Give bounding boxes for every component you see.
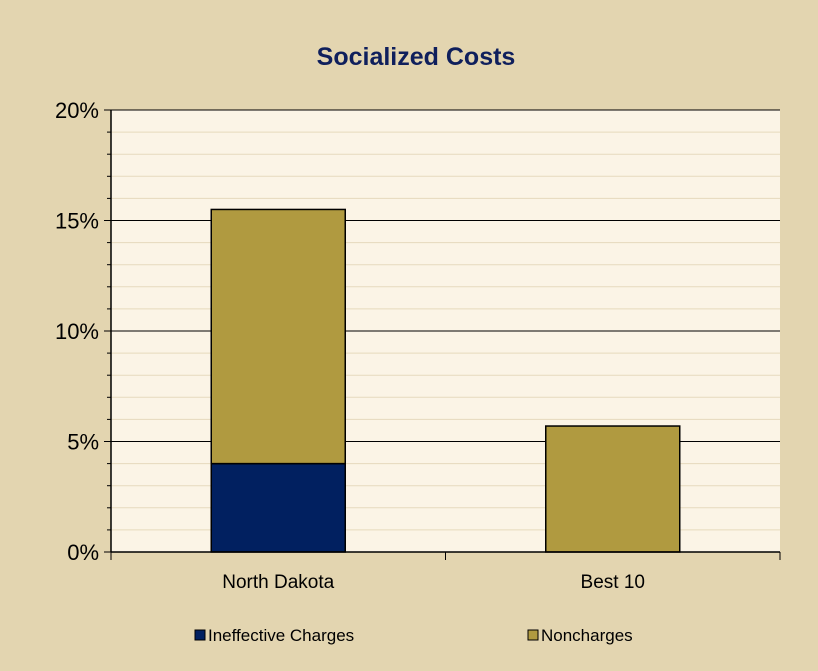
legend-swatch xyxy=(527,629,539,641)
y-tick-label: 5% xyxy=(67,430,99,455)
y-tick-label: 10% xyxy=(55,319,99,344)
y-tick-label: 20% xyxy=(55,98,99,123)
bar-noncharges-best-10 xyxy=(545,425,681,553)
y-tick-label: 0% xyxy=(67,540,99,565)
legend-swatch xyxy=(194,629,206,641)
bar-ineffective-charges-north-dakota xyxy=(210,462,346,553)
x-tick-label: North Dakota xyxy=(222,572,334,593)
legend-label: Ineffective Charges xyxy=(208,626,354,645)
legend: Ineffective Charges Noncharges xyxy=(194,626,633,645)
bar-noncharges-north-dakota xyxy=(210,208,346,465)
x-tick-label: Best 10 xyxy=(581,572,645,593)
plot-area: North Dakota Best 10 0% 5% 10% 15% 20% xyxy=(55,98,781,593)
y-tick-label: 15% xyxy=(55,209,99,234)
legend-label: Noncharges xyxy=(541,626,633,645)
chart-title: Socialized Costs xyxy=(317,43,516,71)
